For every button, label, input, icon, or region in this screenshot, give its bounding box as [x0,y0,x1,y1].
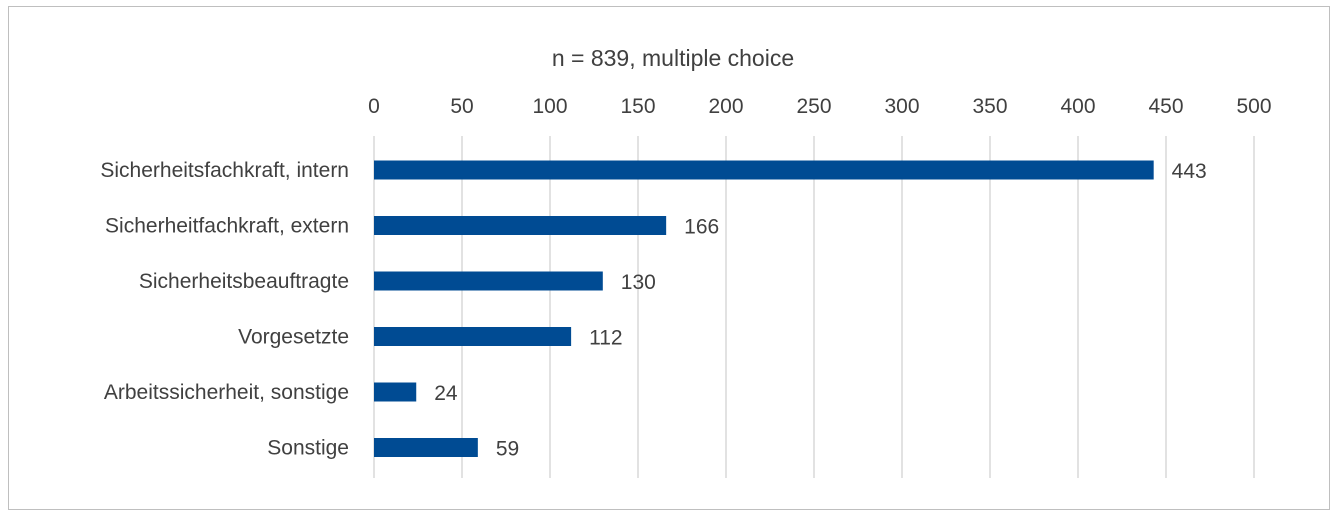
x-tick-label: 250 [796,95,831,118]
gridlines [373,136,1255,478]
data-label: 166 [684,216,719,239]
category-label: Sicherheitfachkraft, extern [105,215,349,238]
bar [374,438,478,457]
chart-subtitle: n = 839, multiple choice [552,45,794,71]
bar [374,216,667,235]
data-label: 59 [496,438,519,461]
x-tick-label: 100 [532,95,567,118]
x-tick-label: 150 [620,95,655,118]
x-tick-label: 0 [368,95,380,118]
data-labels: 443 166 130 112 24 59 [434,160,1206,461]
data-label: 130 [621,271,656,294]
x-tick-label: 450 [1148,95,1183,118]
data-label: 112 [589,327,622,350]
data-label: 24 [434,382,458,405]
x-tick-label: 500 [1236,95,1271,118]
x-tick-label: 200 [708,95,743,118]
x-tick-label: 400 [1060,95,1095,118]
bar [374,271,603,291]
category-label: Sonstige [267,437,349,460]
category-label: Sicherheitsfachkraft, intern [100,159,349,182]
x-tick-label: 50 [450,95,473,118]
bar [374,160,1154,180]
x-tick-label: 350 [972,95,1007,118]
bars [374,160,1154,457]
bar [374,327,572,346]
chart-frame [8,6,1330,510]
x-axis-ticks: 0 50 100 150 200 250 300 350 400 450 500 [368,95,1271,118]
x-tick-label: 300 [884,95,919,118]
category-labels: Sicherheitsfachkraft, intern Sicherheitfa… [100,159,349,460]
bar [374,382,417,402]
data-label: 443 [1172,160,1207,183]
category-label: Vorgesetzte [238,326,349,349]
category-label: Sicherheitsbeauftragte [139,270,349,293]
category-label: Arbeitssicherheit, sonstige [104,381,349,404]
